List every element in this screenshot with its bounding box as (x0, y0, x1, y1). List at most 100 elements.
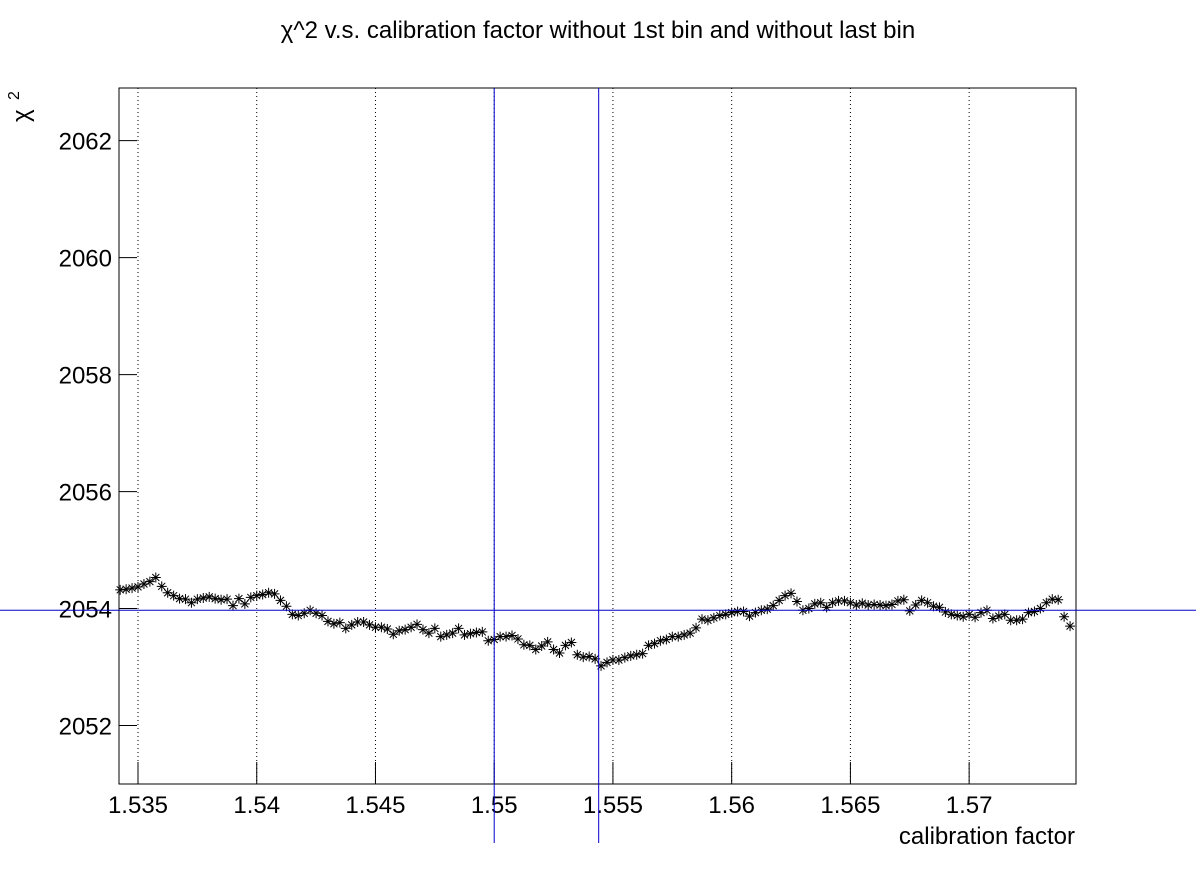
point (875, 600, 886, 611)
point (691, 622, 702, 633)
point (127, 583, 138, 594)
point (554, 647, 565, 658)
point (625, 650, 636, 661)
point (530, 644, 541, 655)
point (269, 588, 280, 599)
point (744, 611, 755, 622)
point (1059, 611, 1070, 622)
point (904, 605, 915, 616)
point (928, 601, 939, 612)
point (275, 595, 286, 606)
point (791, 596, 802, 607)
x-tick-label: 1.545 (345, 792, 405, 819)
point (964, 609, 975, 620)
point (216, 594, 227, 605)
point (976, 607, 987, 618)
point (121, 584, 132, 595)
point (720, 609, 731, 620)
point (524, 640, 535, 651)
point (738, 606, 749, 617)
point (601, 657, 612, 668)
point (685, 628, 696, 639)
y-label-superscript: 2 (6, 91, 23, 100)
point (607, 655, 618, 666)
chart-title: χ^2 v.s. calibration factor without 1st … (281, 17, 915, 44)
point (815, 597, 826, 608)
point (322, 616, 333, 627)
point (881, 600, 892, 611)
point (192, 594, 203, 605)
point (578, 652, 589, 663)
point (465, 628, 476, 639)
point (1023, 607, 1034, 618)
point (958, 611, 969, 622)
x-tick-label: 1.555 (583, 792, 643, 819)
point (299, 608, 310, 619)
point (441, 629, 452, 640)
point (696, 614, 707, 625)
point (423, 628, 434, 639)
point (934, 602, 945, 613)
point (922, 597, 933, 608)
point (714, 610, 725, 621)
point (892, 595, 903, 606)
point (245, 592, 256, 603)
point (459, 629, 470, 640)
point (400, 624, 411, 635)
x-tick-label: 1.56 (708, 792, 755, 819)
point (507, 630, 518, 641)
point (1041, 597, 1052, 608)
point (222, 594, 233, 605)
point (596, 660, 607, 671)
point (311, 608, 322, 619)
point (839, 595, 850, 606)
point (673, 631, 684, 642)
point (946, 609, 957, 620)
point (144, 576, 155, 587)
point (863, 600, 874, 611)
point (809, 598, 820, 609)
point (417, 624, 428, 635)
point (732, 606, 743, 617)
point (394, 625, 405, 636)
point (435, 631, 446, 642)
point (637, 648, 648, 659)
point (649, 638, 660, 649)
point (667, 631, 678, 642)
point (869, 599, 880, 610)
point (376, 622, 387, 633)
point (803, 603, 814, 614)
point (251, 590, 262, 601)
point (483, 635, 494, 646)
point (833, 595, 844, 606)
point (132, 581, 143, 592)
point (150, 572, 161, 583)
point (993, 611, 1004, 622)
point (886, 599, 897, 610)
point (501, 631, 512, 642)
point (1053, 594, 1064, 605)
point (453, 623, 464, 634)
point (827, 597, 838, 608)
point (898, 594, 909, 605)
point (1029, 606, 1040, 617)
point (940, 607, 951, 618)
point (210, 593, 221, 604)
point (257, 589, 268, 600)
point (334, 617, 345, 628)
point (156, 581, 167, 592)
point (495, 631, 506, 642)
point (358, 616, 369, 627)
point (590, 653, 601, 664)
point (1005, 615, 1016, 626)
point (768, 600, 779, 611)
point (227, 600, 238, 611)
point (1065, 621, 1076, 632)
point (180, 594, 191, 605)
point (370, 622, 381, 633)
point (750, 607, 761, 618)
x-tick-label: 1.535 (108, 792, 168, 819)
point (340, 623, 351, 634)
point (317, 610, 328, 621)
y-tick-label: 2062 (59, 129, 112, 156)
